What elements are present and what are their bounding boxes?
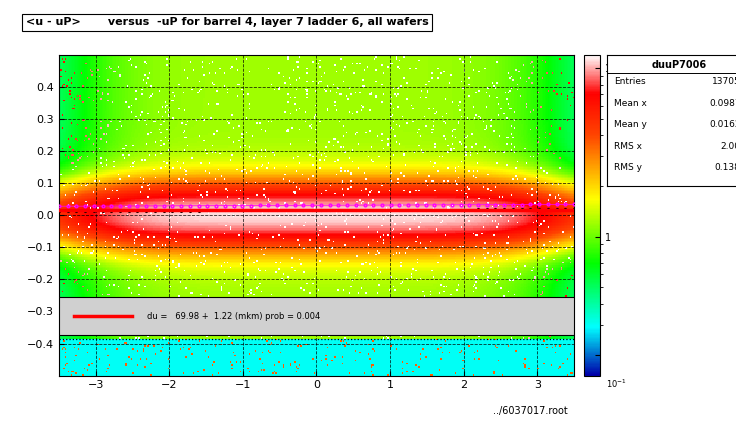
Text: RMS y: RMS y: [615, 163, 643, 173]
Text: 0.09877: 0.09877: [709, 99, 736, 108]
Text: du =   69.98 +  1.22 (mkm) prob = 0.004: du = 69.98 + 1.22 (mkm) prob = 0.004: [147, 312, 320, 321]
Text: Mean x: Mean x: [615, 99, 647, 108]
Bar: [59, 297, 574, 335]
Text: duuP7006: duuP7006: [651, 60, 707, 70]
Text: 2.004: 2.004: [721, 142, 736, 151]
Text: Mean y: Mean y: [615, 120, 647, 129]
Text: ../6037017.root: ../6037017.root: [492, 406, 567, 416]
Text: <u - uP>       versus  -uP for barrel 4, layer 7 ladder 6, all wafers: <u - uP> versus -uP for barrel 4, layer …: [26, 17, 428, 27]
Text: $10^{-1}$: $10^{-1}$: [606, 378, 626, 390]
Text: 137059: 137059: [712, 77, 736, 86]
Text: 0.01628: 0.01628: [710, 120, 736, 129]
Text: Entries: Entries: [615, 77, 646, 86]
Text: 0.1383: 0.1383: [715, 163, 736, 173]
Text: RMS x: RMS x: [615, 142, 643, 151]
